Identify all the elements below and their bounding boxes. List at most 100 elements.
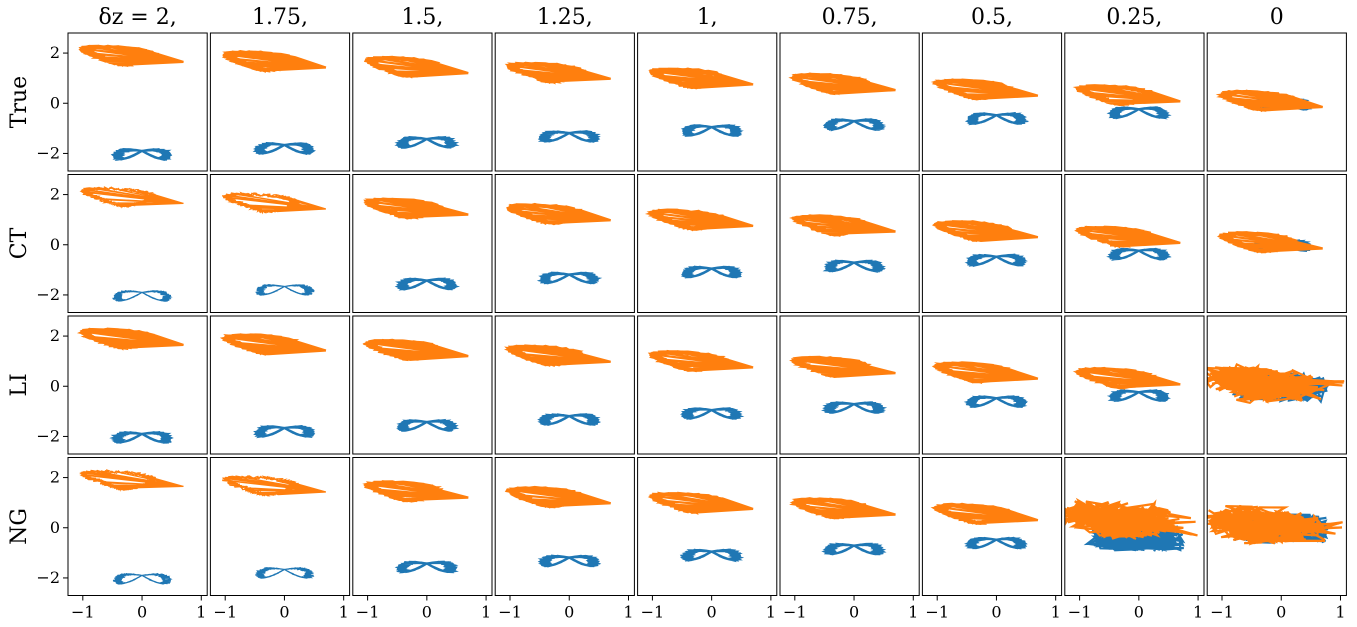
x-tick-label: 0 [849,603,859,622]
column-titles: δz = 2, 1.75, 1.5, 1.25, 1, 0.75, 0.5, 0.25, 0 [98,5,1283,30]
series-orange-trajectory [789,355,896,379]
series-blue-trajectory [255,566,315,579]
y-tick-label: 2 [50,326,60,345]
panel-frame [1064,174,1205,313]
panel [1064,174,1205,313]
panel-frame [637,32,778,172]
y-tick-label: −2 [36,143,60,162]
x-tick-label: 1 [1335,603,1345,622]
series-orange-trajectory [647,349,754,373]
series-orange-trajectory [1207,504,1343,546]
panel [209,32,351,172]
panel-frame [67,457,208,596]
series-orange-trajectory [222,191,327,215]
panel-frame [209,32,351,172]
x-tick-label: 0 [1276,603,1286,622]
panel [779,32,920,172]
row-label: NG [7,508,32,545]
column-title: 0.5, [971,5,1013,30]
panel-frame [637,315,778,455]
series-blue-trajectory [537,413,602,426]
panel-frame [921,315,1063,455]
x-tick-label: 0 [422,603,432,622]
panel-frame [67,32,208,172]
panel [209,174,351,313]
column-title: 1.5, [401,5,443,30]
y-tick-label: 0 [50,376,60,395]
x-tick-label: 1 [196,603,206,622]
panel: −1 0 1 [209,457,351,622]
series-blue-trajectory [680,265,744,279]
panel-frame [637,457,778,596]
panel [1064,315,1205,455]
x-tick-label: −1 [356,603,380,622]
x-tick-label: 0 [991,603,1001,622]
x-tick-label: −1 [783,603,807,622]
x-tick-label: 0 [137,603,147,622]
series-orange-trajectory [1207,362,1345,404]
panel-frame [779,32,920,172]
y-tick-label: 0 [50,235,60,254]
series-blue-trajectory [394,135,460,149]
panel [1064,32,1205,172]
row-label: LI [7,373,32,396]
panel [1206,174,1347,313]
panel: −1 0 1 [779,457,920,622]
panel [779,315,920,455]
panel-frame [494,457,635,596]
series-orange-trajectory [362,480,469,503]
series-blue-trajectory [679,407,745,420]
panel [921,32,1063,172]
series-orange-trajectory [78,44,184,68]
panel: −1 0 1 [1206,457,1347,622]
series-blue-trajectory [1106,389,1172,402]
series-blue-trajectory [109,430,174,444]
column-title: 0.25, [1106,5,1162,30]
series-orange-trajectory [504,485,612,509]
panel [779,174,920,313]
series-blue-trajectory [112,573,173,585]
series-orange-trajectory [363,55,469,79]
x-tick-label: 0 [564,603,574,622]
x-tick-label: 1 [623,603,633,622]
panel-frame [494,174,635,313]
series-orange-trajectory [79,469,184,492]
series-orange-trajectory [930,502,1039,526]
series-orange-trajectory [930,78,1039,101]
panel-frame [779,457,920,596]
series-orange-trajectory [76,327,184,351]
panel-frame [1206,174,1347,313]
series-blue-trajectory [820,401,888,414]
panel: −2 0 2 [36,174,208,313]
panel-frame [1206,32,1347,172]
panel [1206,32,1347,172]
series-orange-trajectory [647,491,754,515]
x-tick-label: 1 [1051,603,1061,622]
panel-frame [1206,457,1347,596]
panel-frame [352,174,493,313]
panel: −1 0 1 [637,457,778,622]
series-orange-trajectory [505,202,612,226]
panel: −2 0 2 [36,315,208,455]
x-tick-label: 1 [908,603,918,622]
panel-frame [67,315,208,455]
series-orange-trajectory [931,361,1039,385]
column-title: 1.75, [252,5,308,30]
panel [637,315,778,455]
panels: −2 0 2 −2 0 2 −2 0 2 −2 0 2 −1 0 1 −1 0 1 −1 0 1 −1 0 1 −1 0 1 −1 0 1… [36,32,1347,622]
series-blue-trajectory [396,418,460,433]
panel-frame [352,457,493,596]
x-tick-label: −1 [641,603,665,622]
panel-frame [637,174,778,313]
panel [352,32,493,172]
series-orange-trajectory [789,497,896,520]
series-orange-trajectory [221,50,327,73]
x-tick-label: 1 [481,603,491,622]
series-orange-trajectory [931,220,1039,243]
series-orange-trajectory [1216,231,1323,254]
column-title: 1.25, [537,5,593,30]
y-tick-label: 2 [50,185,60,204]
panel [352,315,493,455]
column-title: 1, [697,5,718,30]
